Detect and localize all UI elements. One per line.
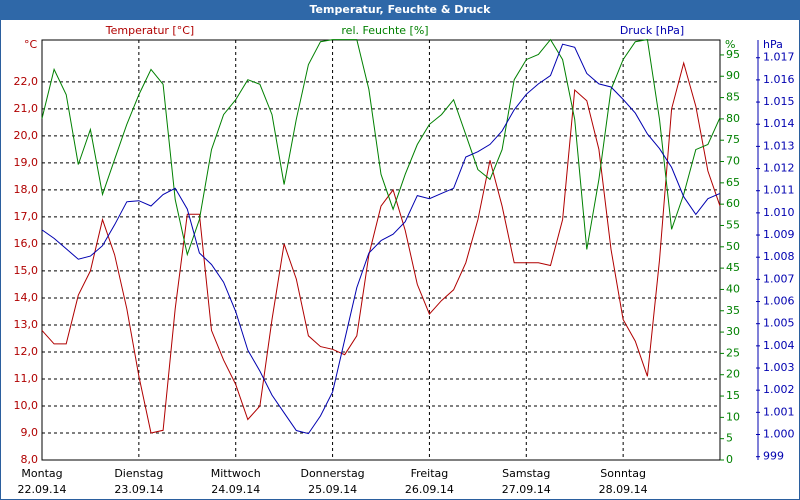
y3-tick-label: 1.016: [763, 73, 795, 86]
series-line: [41, 38, 721, 257]
plot-area: [41, 39, 721, 461]
y2-tick-label: 25: [726, 346, 740, 359]
y2-tick-label: 85: [726, 91, 740, 104]
y-tick-label: 20,0: [14, 129, 39, 142]
x-tick-date: 25.09.14: [308, 483, 357, 496]
y-tick-label: 9,0: [21, 426, 39, 439]
y2-tick-label: 30: [726, 325, 740, 338]
y-tick-label: 14,0: [14, 291, 39, 304]
y3-tick-label: 1.006: [763, 295, 795, 308]
y2-tick-label: 10: [726, 410, 740, 423]
y-tick-label: 15,0: [14, 264, 39, 277]
y2-tick-label: 75: [726, 133, 740, 146]
y3-tick-label: 1.007: [763, 272, 795, 285]
x-tick-date: 22.09.14: [18, 483, 67, 496]
x-tick-label: Sonntag: [600, 467, 646, 480]
y3-tick-label: 1.011: [763, 184, 795, 197]
y2-tick-label: 0: [726, 453, 733, 466]
y-tick-label: 18,0: [14, 183, 39, 196]
y3-axis-label: Druck [hPa]: [620, 24, 684, 37]
x-tick-label: Montag: [21, 467, 62, 480]
y2-tick-label: 70: [726, 155, 740, 168]
y2-tick-label: 35: [726, 304, 740, 317]
x-tick-date: 26.09.14: [405, 483, 454, 496]
y-tick-label: 22,0: [14, 75, 39, 88]
y3-tick-label: 1.012: [763, 162, 795, 175]
y2-tick-label: 20: [726, 368, 740, 381]
y3-tick-label: 1.014: [763, 117, 795, 130]
y3-tick-label: 1.013: [763, 139, 795, 152]
series-line: [41, 43, 721, 435]
x-tick-label: Dienstag: [114, 467, 163, 480]
title-bar: [0, 0, 800, 20]
y2-tick-label: 5: [726, 432, 733, 445]
y2-tick-label: 55: [726, 218, 740, 231]
x-tick-label: Samstag: [502, 467, 550, 480]
y2-tick-label: 65: [726, 176, 740, 189]
x-tick-label: Mittwoch: [211, 467, 261, 480]
series-line: [41, 61, 721, 434]
x-tick-date: 23.09.14: [114, 483, 163, 496]
y-axis-label: Temperatur [°C]: [105, 24, 194, 37]
y-tick-label: 8,0: [21, 453, 39, 466]
y3-tick-label: 1.002: [763, 383, 795, 396]
y2-tick-label: 95: [726, 48, 740, 61]
y2-tick-label: 90: [726, 69, 740, 82]
y-tick-label: 17,0: [14, 210, 39, 223]
y3-tick-label: 1.000: [763, 428, 795, 441]
y2-tick-label: 50: [726, 240, 740, 253]
y3-tick-label: 1.015: [763, 95, 795, 108]
y-tick-label: 10,0: [14, 399, 39, 412]
y2-axis-label: rel. Feuchte [%]: [341, 24, 428, 37]
y3-tick-label: 1.008: [763, 250, 795, 263]
y-unit: °C: [24, 38, 38, 51]
y3-tick-label: 1.004: [763, 339, 795, 352]
x-tick-date: 24.09.14: [211, 483, 260, 496]
y-tick-label: 11,0: [14, 372, 39, 385]
y3-tick-label: 999: [763, 450, 784, 463]
y2-tick-label: 60: [726, 197, 740, 210]
y3-tick-label: 1.017: [763, 51, 795, 64]
x-tick-label: Freitag: [411, 467, 449, 480]
chart-title: Temperatur, Feuchte & Druck: [310, 3, 492, 16]
y-tick-label: 13,0: [14, 318, 39, 331]
y-tick-label: 21,0: [14, 102, 39, 115]
x-tick-date: 27.09.14: [502, 483, 551, 496]
y3-tick-label: 1.009: [763, 228, 795, 241]
y2-tick-label: 40: [726, 282, 740, 295]
x-tick-label: Donnerstag: [300, 467, 364, 480]
y3-tick-label: 1.001: [763, 405, 795, 418]
y3-tick-label: 1.010: [763, 206, 795, 219]
y-tick-label: 16,0: [14, 237, 39, 250]
y2-tick-label: 15: [726, 389, 740, 402]
y3-tick-label: 1.005: [763, 317, 795, 330]
y3-unit: hPa: [763, 38, 783, 51]
y3-tick-label: 1.003: [763, 361, 795, 374]
y-tick-label: 12,0: [14, 345, 39, 358]
y-tick-label: 19,0: [14, 156, 39, 169]
y2-unit: %: [725, 38, 735, 51]
x-tick-date: 28.09.14: [599, 483, 648, 496]
y2-tick-label: 45: [726, 261, 740, 274]
y2-tick-label: 80: [726, 112, 740, 125]
